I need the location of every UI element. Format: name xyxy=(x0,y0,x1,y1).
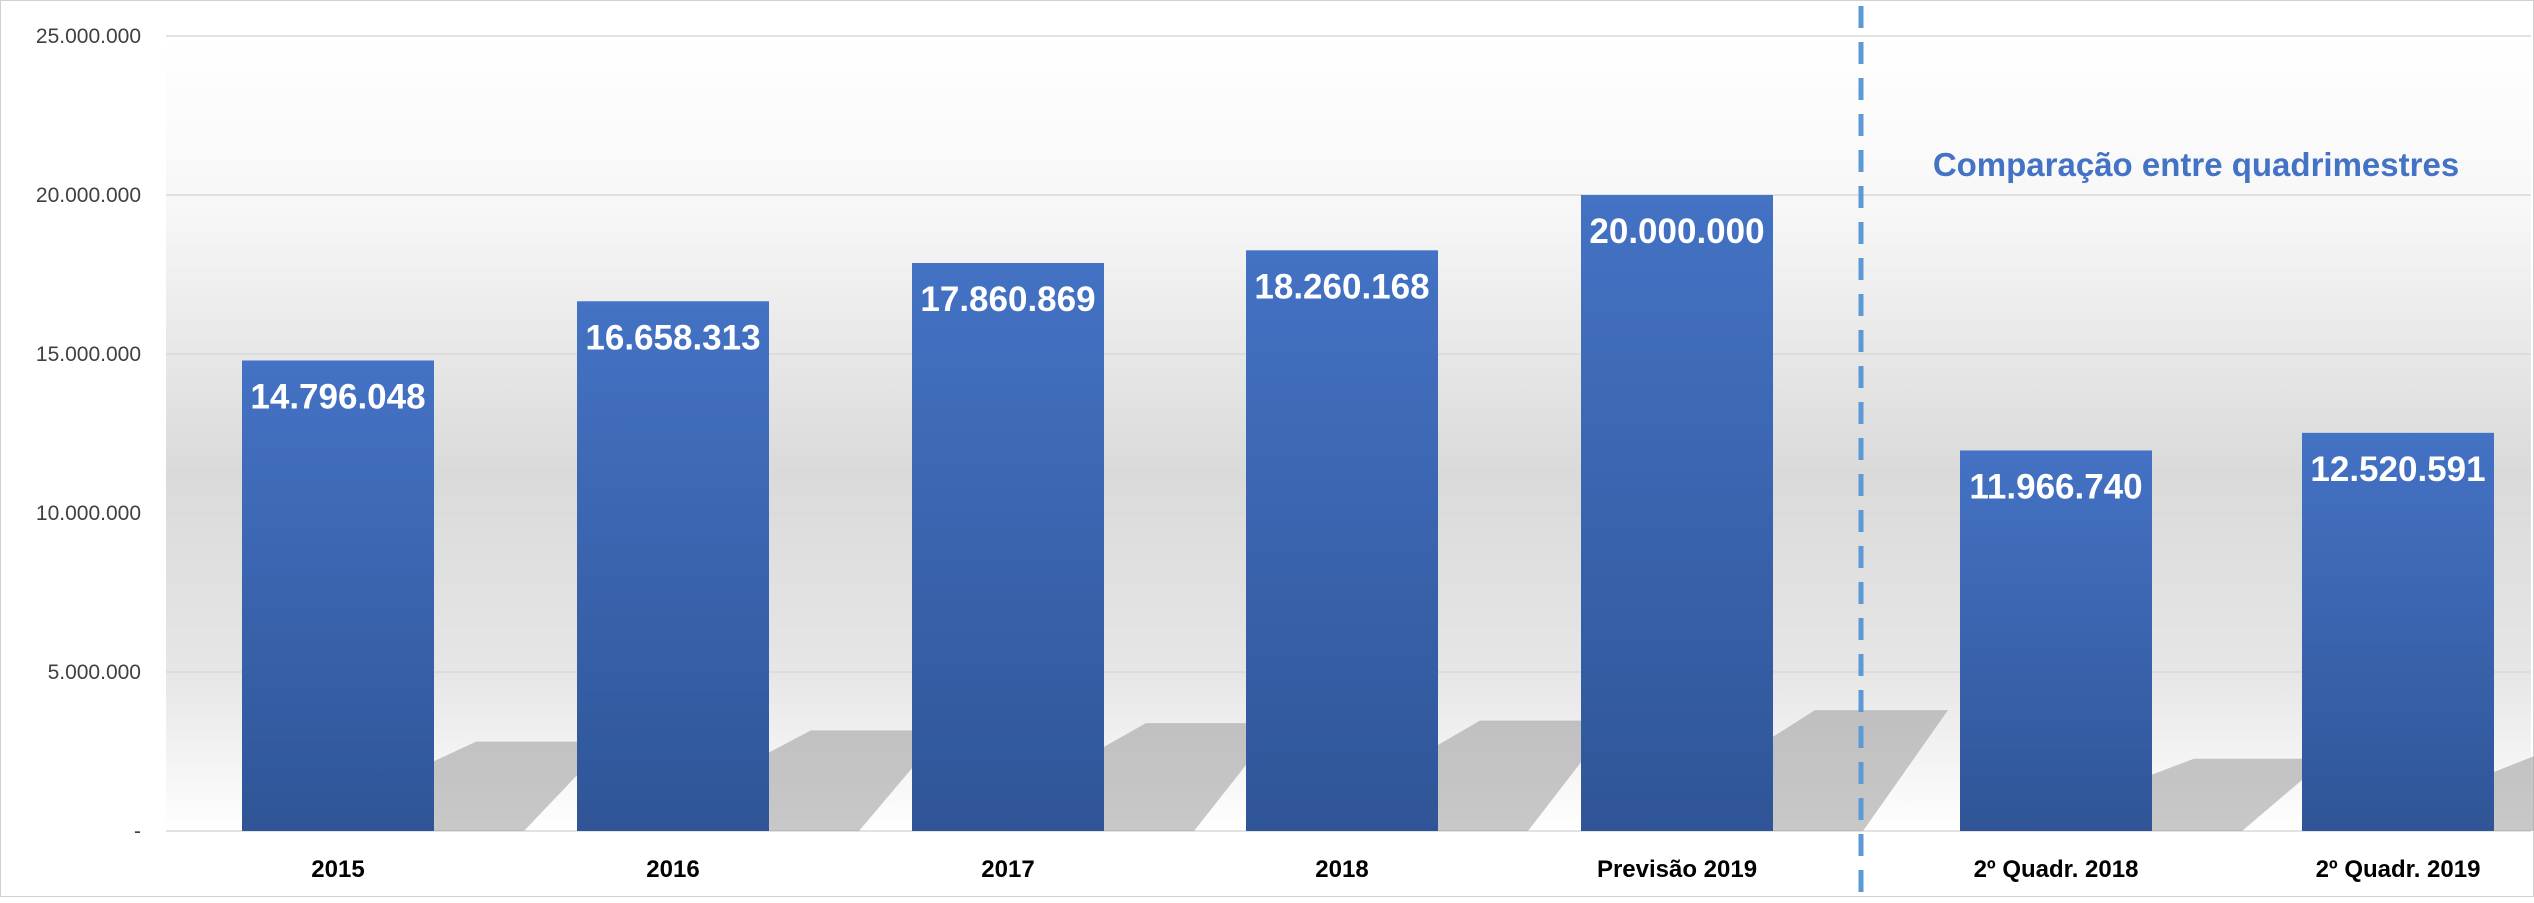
x-tick-label: 2018 xyxy=(1315,856,1368,883)
x-tick-label: 2015 xyxy=(311,856,364,883)
bar xyxy=(1960,450,2152,831)
bar xyxy=(1581,195,1773,831)
y-axis: - 5.000.000 10.000.000 15.000.000 20.000.000… xyxy=(36,25,141,843)
bar-shadow xyxy=(769,730,944,831)
bar-shadows xyxy=(434,710,2534,831)
y-tick-label: 20.000.000 xyxy=(36,184,141,207)
x-axis: 2015 2016 2017 2018 Previsão 2019 2º Quadr. 2… xyxy=(311,856,2480,883)
data-label: 20.000.000 xyxy=(1589,212,1764,251)
data-label: 18.260.168 xyxy=(1254,267,1429,306)
bar xyxy=(912,263,1104,831)
bar xyxy=(577,301,769,832)
data-label: 11.966.740 xyxy=(1969,467,2142,506)
bar-shadow xyxy=(2494,756,2534,831)
bar-shadow xyxy=(434,741,609,831)
x-tick-label: Previsão 2019 xyxy=(1597,856,1757,883)
data-labels: 14.796.048 16.658.313 17.860.869 18.260.168… xyxy=(250,212,2485,506)
y-tick-label: 25.000.000 xyxy=(36,25,141,48)
x-tick-label: 2º Quadr. 2018 xyxy=(1974,856,2139,883)
data-label: 16.658.313 xyxy=(585,318,760,357)
data-label: 12.520.591 xyxy=(2310,450,2485,489)
data-label: 17.860.869 xyxy=(920,280,1095,319)
y-tick-label: 15.000.000 xyxy=(36,343,141,366)
x-tick-label: 2016 xyxy=(646,856,699,883)
bar xyxy=(2302,432,2494,831)
bar xyxy=(1246,250,1438,831)
y-tick-label: - xyxy=(134,820,141,843)
data-label: 14.796.048 xyxy=(250,377,425,416)
y-tick-label: 10.000.000 xyxy=(36,502,141,525)
bar-shadow xyxy=(2152,758,2327,831)
bars xyxy=(242,195,2494,832)
bar-shadow xyxy=(1438,720,1613,831)
annotation-text: Comparação entre quadrimestres xyxy=(1933,146,2459,183)
bar-shadow xyxy=(1104,723,1279,831)
x-tick-label: 2017 xyxy=(981,856,1034,883)
bar xyxy=(242,360,434,831)
y-tick-label: 5.000.000 xyxy=(48,661,141,684)
x-tick-label: 2º Quadr. 2019 xyxy=(2316,856,2481,883)
